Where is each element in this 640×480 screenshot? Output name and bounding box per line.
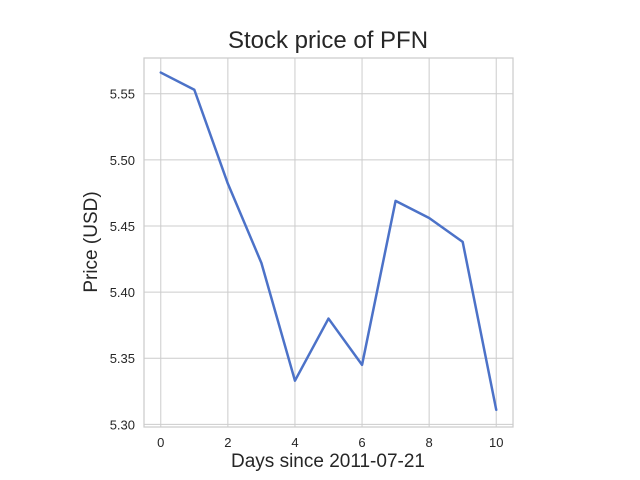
x-tick-labels: 0 2 4 6 8 10 xyxy=(157,435,503,450)
y-axis-label: Price (USD) xyxy=(81,191,102,292)
y-tick-label: 5.50 xyxy=(110,153,135,168)
grid-lines xyxy=(144,58,513,427)
x-tick-label: 8 xyxy=(426,435,433,450)
y-tick-label: 5.55 xyxy=(110,87,135,102)
x-tick-label: 6 xyxy=(358,435,365,450)
x-tick-label: 4 xyxy=(291,435,298,450)
x-tick-label: 10 xyxy=(489,435,503,450)
chart-title: Stock price of PFN xyxy=(228,27,428,54)
y-tick-label: 5.45 xyxy=(110,219,135,234)
x-axis-label: Days since 2011-07-21 xyxy=(231,451,425,472)
series-line xyxy=(159,71,498,412)
y-tick-label: 5.30 xyxy=(110,417,135,432)
y-tick-label: 5.40 xyxy=(110,285,135,300)
y-tick-label: 5.35 xyxy=(110,351,135,366)
series-layer xyxy=(159,71,498,412)
x-tick-label: 2 xyxy=(224,435,231,450)
x-tick-label: 0 xyxy=(157,435,164,450)
y-tick-labels: 5.30 5.35 5.40 5.45 5.50 5.55 xyxy=(110,87,135,433)
plot-area xyxy=(143,57,514,428)
